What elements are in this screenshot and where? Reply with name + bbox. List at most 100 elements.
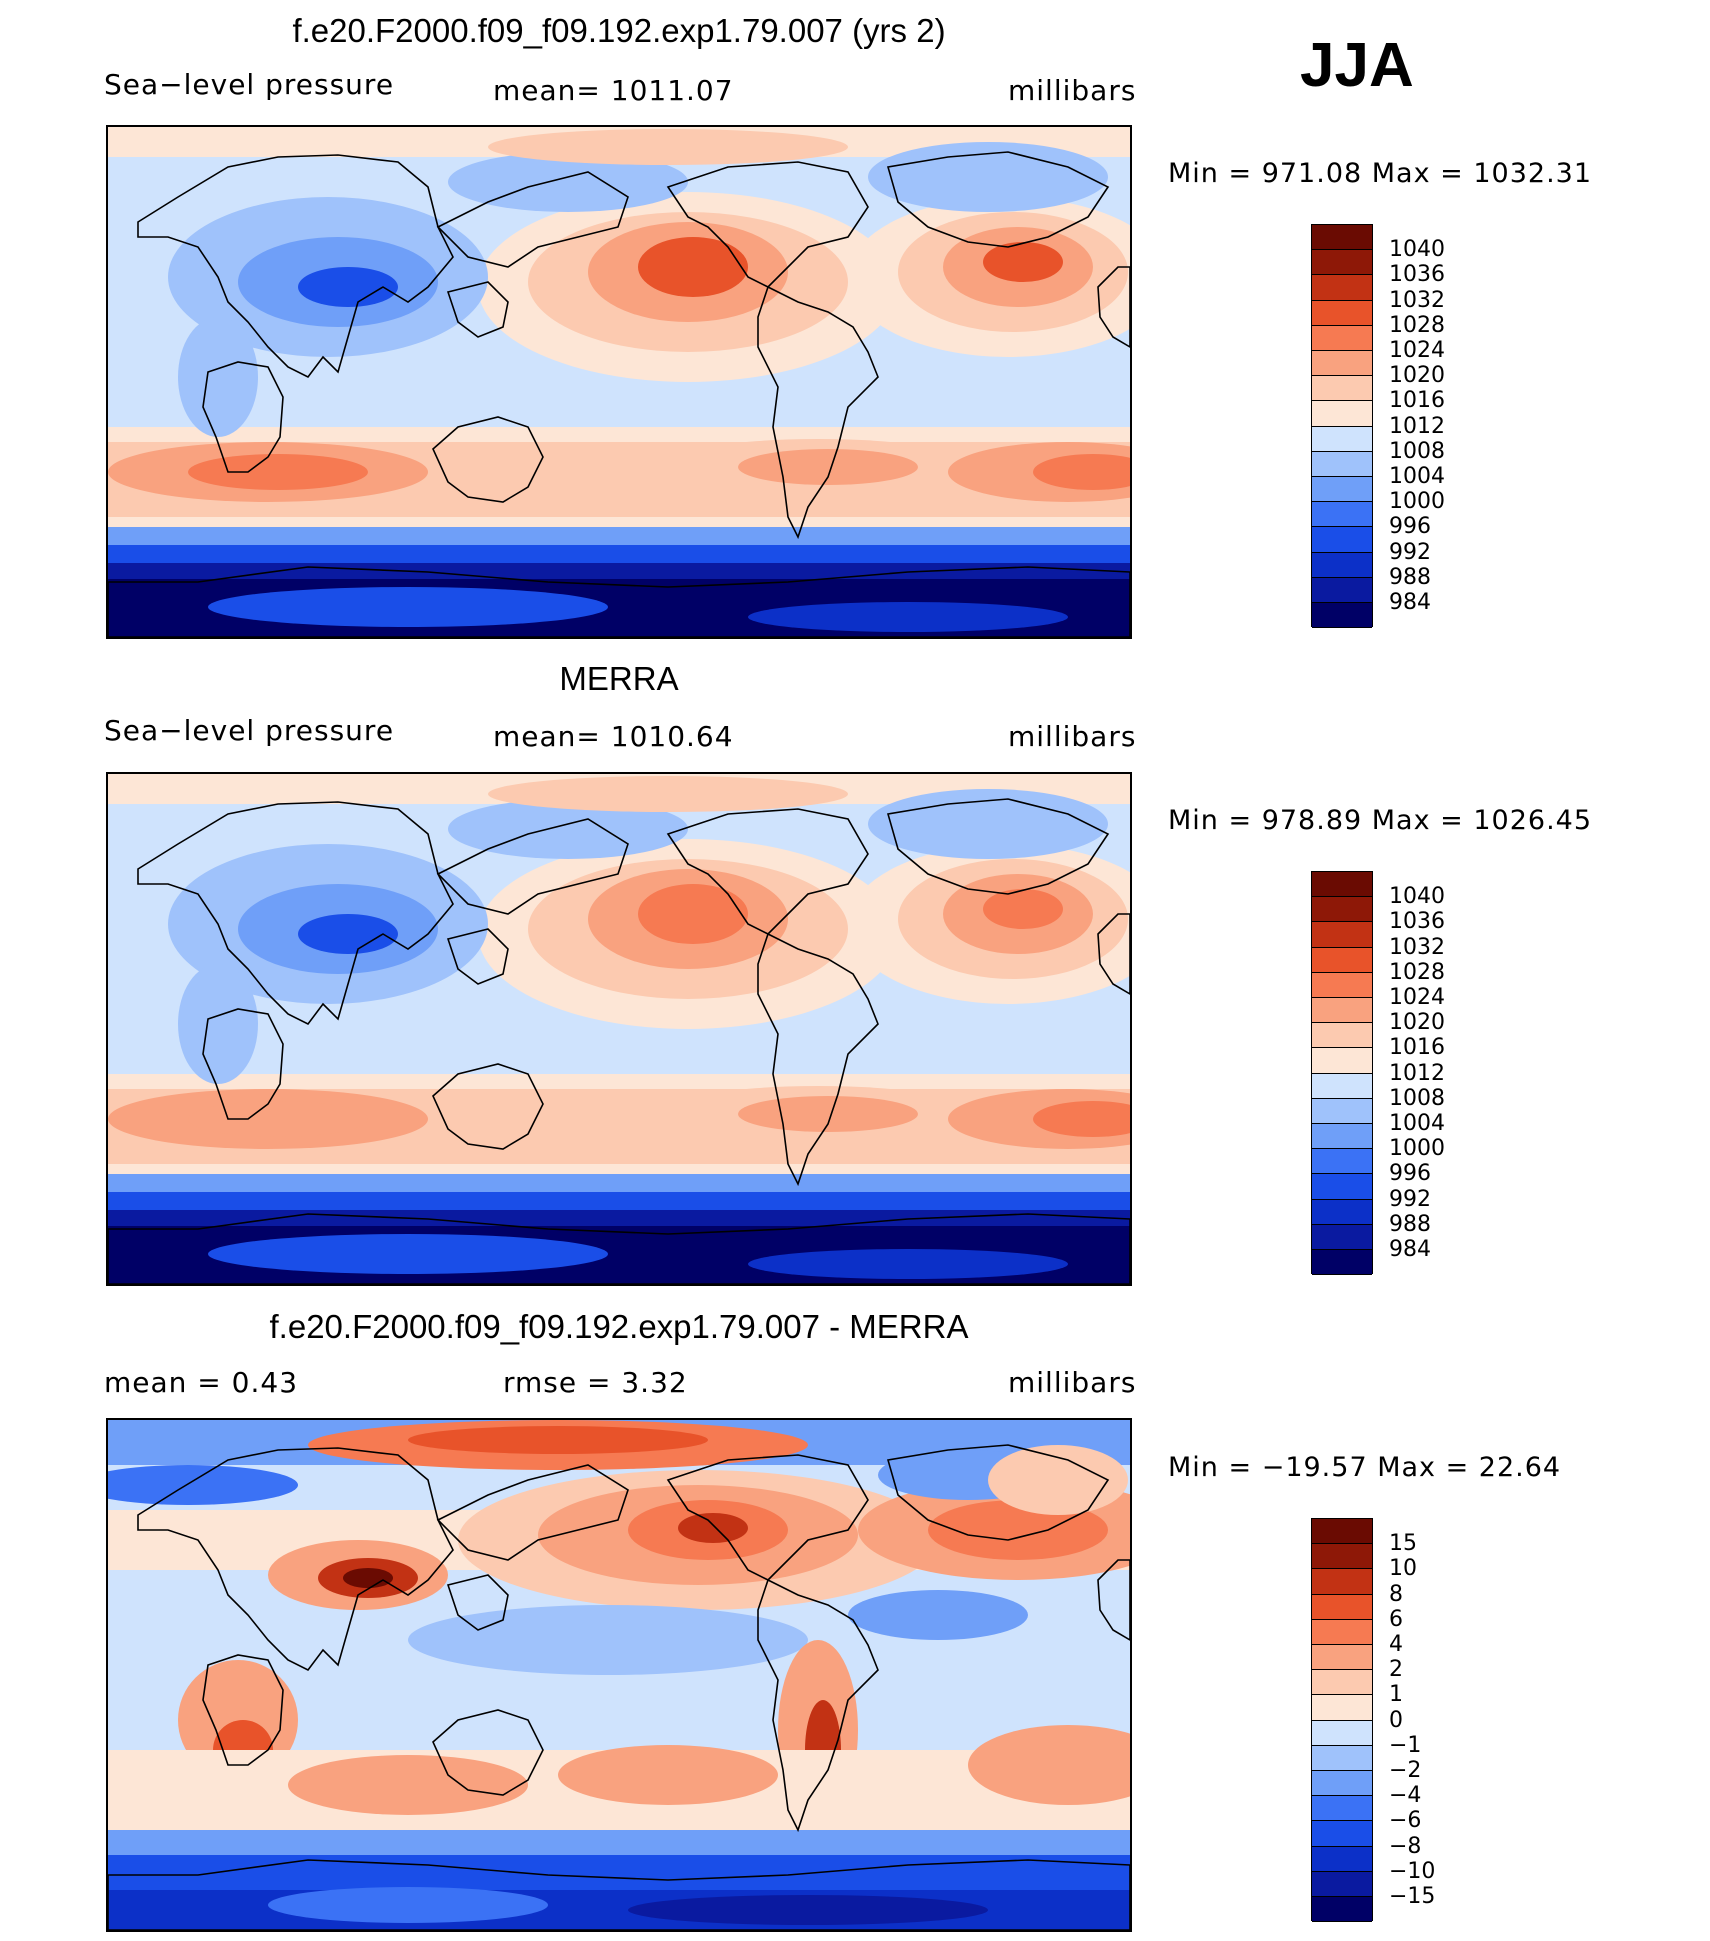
colorbar-swatch xyxy=(1312,225,1372,251)
satl-high xyxy=(1033,1101,1130,1137)
antarctic-blob xyxy=(748,602,1068,632)
season-label: JJA xyxy=(1300,31,1414,100)
colorbar-tick-label: 1024 xyxy=(1389,985,1445,1010)
colorbar-swatch xyxy=(1312,1174,1372,1200)
canada-low xyxy=(868,142,1108,212)
coastline xyxy=(446,1574,509,1631)
asia-low xyxy=(298,914,398,954)
colorbar-tick-label: −4 xyxy=(1389,1783,1422,1809)
colorbar-swatch xyxy=(1312,552,1372,578)
panel-3-map xyxy=(106,1418,1132,1932)
colorbar-tick-label: 996 xyxy=(1389,514,1431,540)
colorbar-tick-label: 1040 xyxy=(1389,237,1445,263)
caribbean-negative xyxy=(848,1590,1028,1640)
antarctic-blob xyxy=(628,1895,988,1925)
panel-2-right-label: millibars xyxy=(1008,720,1137,753)
colorbar-tick-label: 988 xyxy=(1389,564,1431,590)
colorbar-swatch xyxy=(1312,502,1372,528)
arctic-high xyxy=(488,776,848,812)
colorbar-tick-label: 1016 xyxy=(1389,388,1445,414)
antarctic-blob xyxy=(268,1887,548,1923)
spac-high xyxy=(738,449,918,485)
colorbar-swatch xyxy=(1312,451,1372,477)
colorbar-swatch xyxy=(1312,351,1372,377)
coastline xyxy=(432,416,544,503)
panel-2-map-svg xyxy=(108,774,1130,1284)
coastline xyxy=(108,566,1130,637)
colorbar-swatch xyxy=(1312,325,1372,351)
panel-1-minmax: Min = 971.08 Max = 1032.31 xyxy=(1168,158,1593,189)
colorbar-tick-label: 10 xyxy=(1389,1556,1417,1582)
coastline xyxy=(202,1008,284,1120)
coastline xyxy=(886,1444,1110,1541)
panel-1-center-label: mean= 1011.07 xyxy=(493,74,734,107)
panel-2-left-label: Sea−level pressure xyxy=(104,714,395,747)
sind-high xyxy=(188,1101,368,1137)
coastline xyxy=(108,1859,1130,1930)
coastline xyxy=(436,818,629,915)
coastline xyxy=(108,1213,1130,1284)
colorbar-swatch xyxy=(1312,1544,1372,1570)
tibet-positive xyxy=(343,1568,393,1588)
colorbar-swatch xyxy=(1312,1645,1372,1671)
colorbar-swatch xyxy=(1312,1695,1372,1721)
colorbar-swatch xyxy=(1312,947,1372,973)
colorbar-swatch xyxy=(1312,1771,1372,1797)
africa-low xyxy=(178,964,258,1084)
natl-high xyxy=(983,889,1063,929)
colorbar-swatch xyxy=(1312,897,1372,923)
arctic-high xyxy=(488,129,848,165)
coastline xyxy=(137,1447,454,1672)
coastline xyxy=(1097,266,1130,348)
npac-positive xyxy=(678,1513,748,1543)
colorbar-swatch xyxy=(1312,1871,1372,1897)
southern-trough-band xyxy=(108,563,1130,583)
colorbar-swatch xyxy=(1312,922,1372,948)
colorbar-tick-label: 4 xyxy=(1389,1632,1403,1657)
colorbar-tick-label: 0 xyxy=(1389,1707,1403,1733)
panel-3-map-svg xyxy=(108,1420,1130,1930)
panel-2-center-label: mean= 1010.64 xyxy=(493,720,734,753)
colorbar-tick-label: 988 xyxy=(1389,1211,1431,1237)
coastline xyxy=(666,808,869,935)
colorbar-tick-label: 992 xyxy=(1389,1186,1431,1212)
coastline xyxy=(757,932,879,1187)
colorbar-tick-label: 1012 xyxy=(1389,1060,1445,1086)
colorbar-tick-label: 1 xyxy=(1389,1682,1403,1708)
colorbar-tick-label: −15 xyxy=(1389,1884,1436,1909)
colorbar-tick-label: 15 xyxy=(1389,1531,1417,1557)
coastline xyxy=(202,361,284,473)
colorbar-swatch xyxy=(1312,1149,1372,1175)
coastline xyxy=(137,801,454,1026)
coastline xyxy=(446,928,509,985)
antarctic-blob xyxy=(208,587,608,627)
colorbar-swatch xyxy=(1312,972,1372,998)
sh-positive xyxy=(968,1725,1130,1805)
colorbar-tick-label: 992 xyxy=(1389,539,1431,565)
southern-trough-band xyxy=(108,1210,1130,1230)
sind-high xyxy=(188,454,368,490)
colorbar-swatch xyxy=(1312,1048,1372,1074)
colorbar-swatch xyxy=(1312,1670,1372,1696)
southern-trough-band xyxy=(108,1174,1130,1196)
panel-3-minmax: Min = −19.57 Max = 22.64 xyxy=(1168,1452,1562,1483)
colorbar-tick-label: 1008 xyxy=(1389,438,1445,464)
panel-3-title: f.e20.F2000.f09_f09.192.exp1.79.007 - ME… xyxy=(269,1308,969,1345)
colorbar-swatch xyxy=(1312,1594,1372,1620)
colorbar-tick-label: 1000 xyxy=(1389,1136,1445,1162)
colorbar-tick-label: 1028 xyxy=(1389,959,1445,985)
coastline xyxy=(202,1654,284,1766)
colorbar-tick-label: 1032 xyxy=(1389,287,1445,313)
colorbar-tick-label: 1036 xyxy=(1389,262,1445,288)
colorbar-tick-label: 1008 xyxy=(1389,1085,1445,1111)
coastline xyxy=(436,171,629,268)
colorbar-swatch xyxy=(1312,1224,1372,1250)
arctic-positive xyxy=(408,1426,708,1454)
southern-trough-band xyxy=(108,1192,1130,1214)
coastline xyxy=(432,1063,544,1150)
antarctic-blob xyxy=(748,1249,1068,1279)
colorbar-swatch xyxy=(1312,426,1372,452)
npac-high xyxy=(638,884,748,944)
southern-trough-band xyxy=(108,527,1130,549)
colorbar-tick-label: −10 xyxy=(1389,1858,1436,1884)
